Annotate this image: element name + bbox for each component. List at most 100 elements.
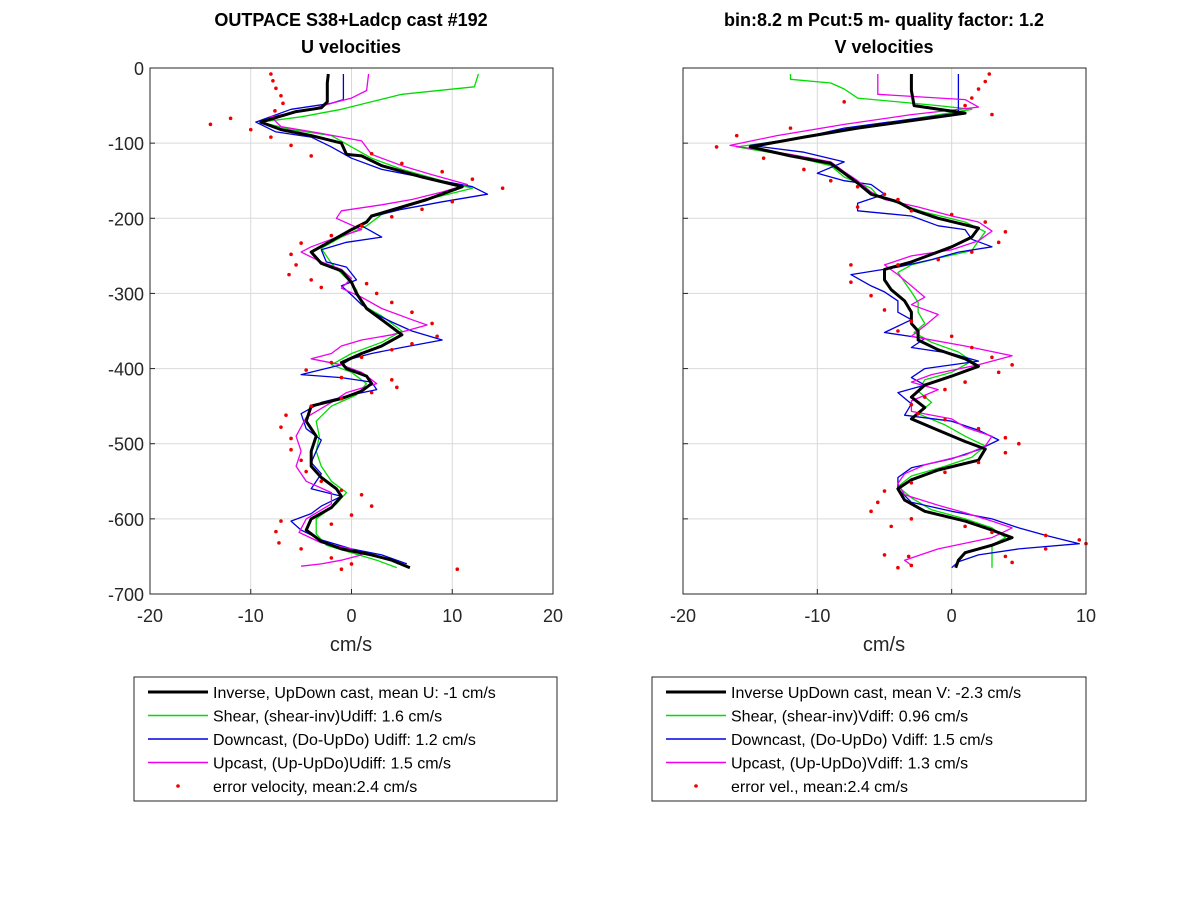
v-error-velocity-point [875,500,880,505]
v-legend-label: Shear, (shear-inv)Vdiff: 0.96 cm/s [731,709,968,726]
u-error-velocity-point [277,541,281,545]
v-error-velocity-point [990,530,994,535]
v-error-velocity-point [983,79,988,84]
u-error-velocity-point [455,567,460,572]
v-error-velocity-point [849,263,853,267]
v-error-velocity-point [889,524,894,529]
u-legend-label: Downcast, (Do-UpDo) Udiff: 1.2 cm/s [213,732,476,749]
u-error-velocity-point [299,458,303,463]
u-error-velocity-point [329,556,334,560]
v-legend: Inverse UpDown cast, mean V: -2.3 cm/s Sh… [651,676,1087,802]
v-error-velocity-point [970,96,974,100]
v-error-velocity-point [970,250,974,254]
v-error-velocity-point [882,192,887,197]
v-y-tick-labels [683,67,688,595]
u-error-velocity-point [430,321,434,326]
v-x-tick-labels: -20 -10 0 10 [670,589,1096,626]
v-error-velocity-point [734,133,739,138]
v-error-velocity-point [896,263,900,267]
v-error-velocity-point [869,509,873,514]
v-error-velocity-point [849,280,853,284]
v-error-velocity-point [976,87,981,91]
u-series-line-1 [260,73,480,569]
v-error-velocity-point [909,319,914,324]
v-error-velocity-point [828,178,833,183]
u-error-velocity-point [349,562,354,566]
v-x-tick-label: -10 [804,606,830,626]
u-x-tick-label: -20 [137,606,163,626]
v-error-velocity-point [909,517,914,521]
v-error-velocity-point [855,184,860,189]
v-error-velocity-point [909,480,914,485]
v-legend-label: error vel., mean:2.4 cm/s [731,779,908,796]
v-error-velocity-point [906,554,911,559]
v-error-velocity-point [949,334,954,339]
u-legend-swatch [176,784,180,788]
v-error-velocity-point [788,126,793,130]
v-error-velocity-point [1043,547,1048,551]
v-x-tick-label: 10 [1076,606,1096,626]
v-error-velocity-point [949,212,954,217]
u-error-velocity-point [279,425,283,429]
v-error-velocity-point [855,205,860,209]
v-chart-subtitle: V velocities [834,37,933,57]
v-error-velocity-point [1043,533,1048,538]
u-error-velocity-point [289,252,293,257]
u-y-tick-label: -400 [108,360,144,380]
v-error-velocity-point [916,411,920,416]
u-error-velocity-point [269,135,273,139]
v-error-velocity-point [963,524,967,529]
u-error-velocity-point [273,109,277,113]
u-y-tick-labels: 0 -100 -200 -300 -400 -500 -600 -700 [108,59,155,605]
v-error-velocity-point [896,565,900,570]
u-error-velocity-point [289,436,293,441]
u-error-velocity-point [364,281,369,286]
v-error-velocity-point [896,197,900,202]
u-error-velocity-point [281,101,285,106]
u-error-velocity-point [279,94,283,98]
u-chart-title: OUTPACE S38+Ladcp cast #192 [214,10,487,30]
u-legend: Inverse, UpDown cast, mean U: -1 cm/s She… [133,676,558,802]
u-error-velocity-point [279,519,283,523]
u-error-velocity-point [309,278,314,282]
u-error-velocity-point [269,72,273,76]
v-error-velocity-point [869,293,873,298]
u-velocity-panel: OUTPACE S38+Ladcp cast #192 U velocities… [108,10,563,656]
v-error-velocity-point [1010,560,1014,565]
u-chart-subtitle: U velocities [301,37,401,57]
v-series-line-1 [736,74,1007,568]
v-error-velocity-point [996,240,1001,245]
u-series-line-3 [270,73,469,567]
u-error-velocity-point [339,375,344,380]
u-error-velocity-point [304,368,308,372]
u-error-velocity-point [329,522,334,526]
v-error-velocity-point [909,208,914,213]
u-error-velocity-point [410,341,414,346]
u-x-tick-labels: -20 -10 0 10 20 [137,589,563,626]
u-error-velocity-point [289,447,293,452]
v-error-velocity-point [882,553,887,557]
u-y-tick-label: -500 [108,435,144,455]
v-plot-frame [682,67,1087,595]
u-error-velocity-point [304,469,308,474]
u-y-tick-label: -300 [108,284,144,304]
u-error-velocity-point [470,177,475,182]
u-error-velocity-point [339,396,344,401]
v-error-velocity-point [1077,538,1082,542]
u-error-velocity-point [500,186,505,191]
u-error-velocity-point [359,493,364,497]
v-error-velocity-point [976,426,981,431]
v-x-tick-label: 0 [947,606,957,626]
v-series-line-2 [749,74,1080,569]
u-error-velocity-point [435,334,439,339]
u-error-velocity-point [395,385,399,390]
v-legend-label: Inverse UpDown cast, mean V: -2.3 cm/s [731,685,1021,702]
v-error-velocity-point [943,470,947,475]
v-error-velocity-point [1003,435,1008,440]
u-error-velocity-point [329,360,334,365]
v-error-velocity-point [943,387,947,392]
v-error-velocity-point [1010,363,1014,367]
u-error-velocity-point [299,241,303,245]
u-error-velocity-point [339,488,344,493]
